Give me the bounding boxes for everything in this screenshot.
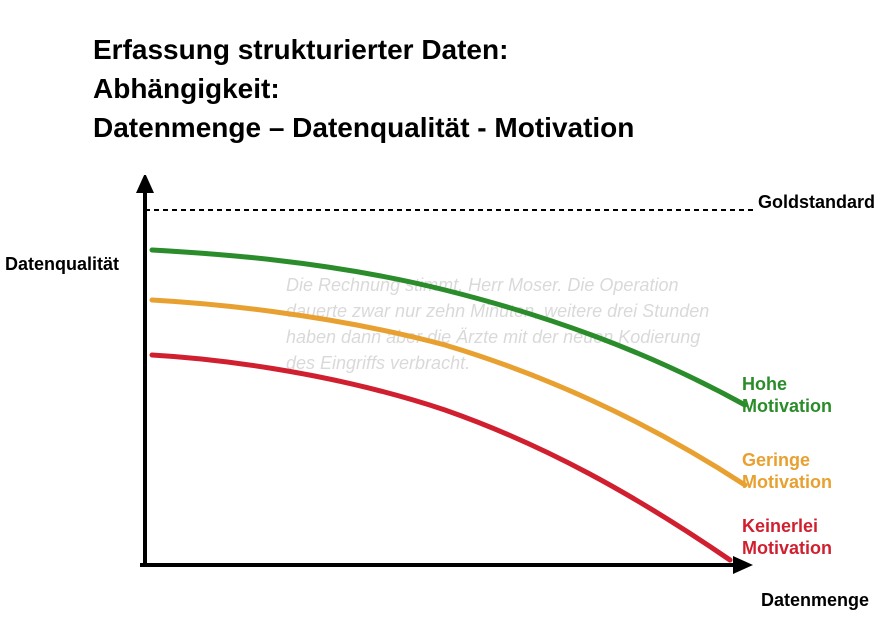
y-axis-arrowhead-icon — [136, 175, 154, 193]
page-title: Erfassung strukturierter Daten: Abhängig… — [93, 30, 634, 148]
chart-area — [135, 175, 735, 555]
legend-geringe-line1: Geringe — [742, 450, 810, 470]
legend-hohe-line2: Motivation — [742, 396, 832, 416]
series-geringe-motivation — [152, 300, 745, 485]
y-axis-label: Datenqualität — [5, 254, 119, 275]
series-keinerlei-motivation — [152, 355, 730, 560]
x-axis-label: Datenmenge — [761, 590, 869, 611]
legend-geringe-motivation: Geringe Motivation — [742, 450, 832, 493]
chart-svg — [135, 175, 755, 575]
legend-keinerlei-line2: Motivation — [742, 538, 832, 558]
legend-hohe-line1: Hohe — [742, 374, 787, 394]
goldstandard-label: Goldstandard — [758, 192, 875, 213]
legend-geringe-line2: Motivation — [742, 472, 832, 492]
legend-keinerlei-line1: Keinerlei — [742, 516, 818, 536]
title-line-3: Datenmenge – Datenqualität - Motivation — [93, 108, 634, 147]
legend-keinerlei-motivation: Keinerlei Motivation — [742, 516, 832, 559]
title-line-1: Erfassung strukturierter Daten: — [93, 30, 634, 69]
title-line-2: Abhängigkeit: — [93, 69, 634, 108]
legend-hohe-motivation: Hohe Motivation — [742, 374, 832, 417]
series-hohe-motivation — [152, 250, 745, 405]
